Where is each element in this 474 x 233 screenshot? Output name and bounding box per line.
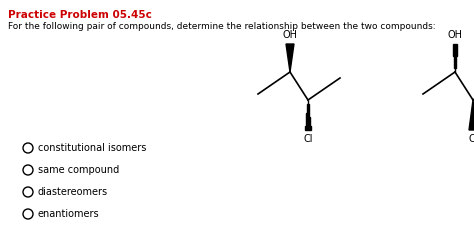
Polygon shape <box>469 100 474 130</box>
Text: constitutional isomers: constitutional isomers <box>38 143 146 153</box>
Text: OH: OH <box>283 30 298 40</box>
Polygon shape <box>454 60 456 64</box>
Polygon shape <box>307 109 309 113</box>
Text: Cl: Cl <box>303 134 313 144</box>
Text: Cl: Cl <box>468 134 474 144</box>
Polygon shape <box>306 117 310 121</box>
Polygon shape <box>307 104 309 109</box>
Polygon shape <box>455 64 456 68</box>
Polygon shape <box>306 121 310 126</box>
Text: OH: OH <box>447 30 463 40</box>
Polygon shape <box>307 113 310 117</box>
Text: same compound: same compound <box>38 165 119 175</box>
Polygon shape <box>286 44 294 72</box>
Polygon shape <box>305 126 311 130</box>
Text: enantiomers: enantiomers <box>38 209 100 219</box>
Polygon shape <box>453 44 457 48</box>
Polygon shape <box>454 56 456 60</box>
Text: diastereomers: diastereomers <box>38 187 108 197</box>
Text: For the following pair of compounds, determine the relationship between the two : For the following pair of compounds, det… <box>8 22 436 31</box>
Text: Practice Problem 05.45c: Practice Problem 05.45c <box>8 10 152 20</box>
Polygon shape <box>454 52 456 56</box>
Polygon shape <box>453 48 457 52</box>
